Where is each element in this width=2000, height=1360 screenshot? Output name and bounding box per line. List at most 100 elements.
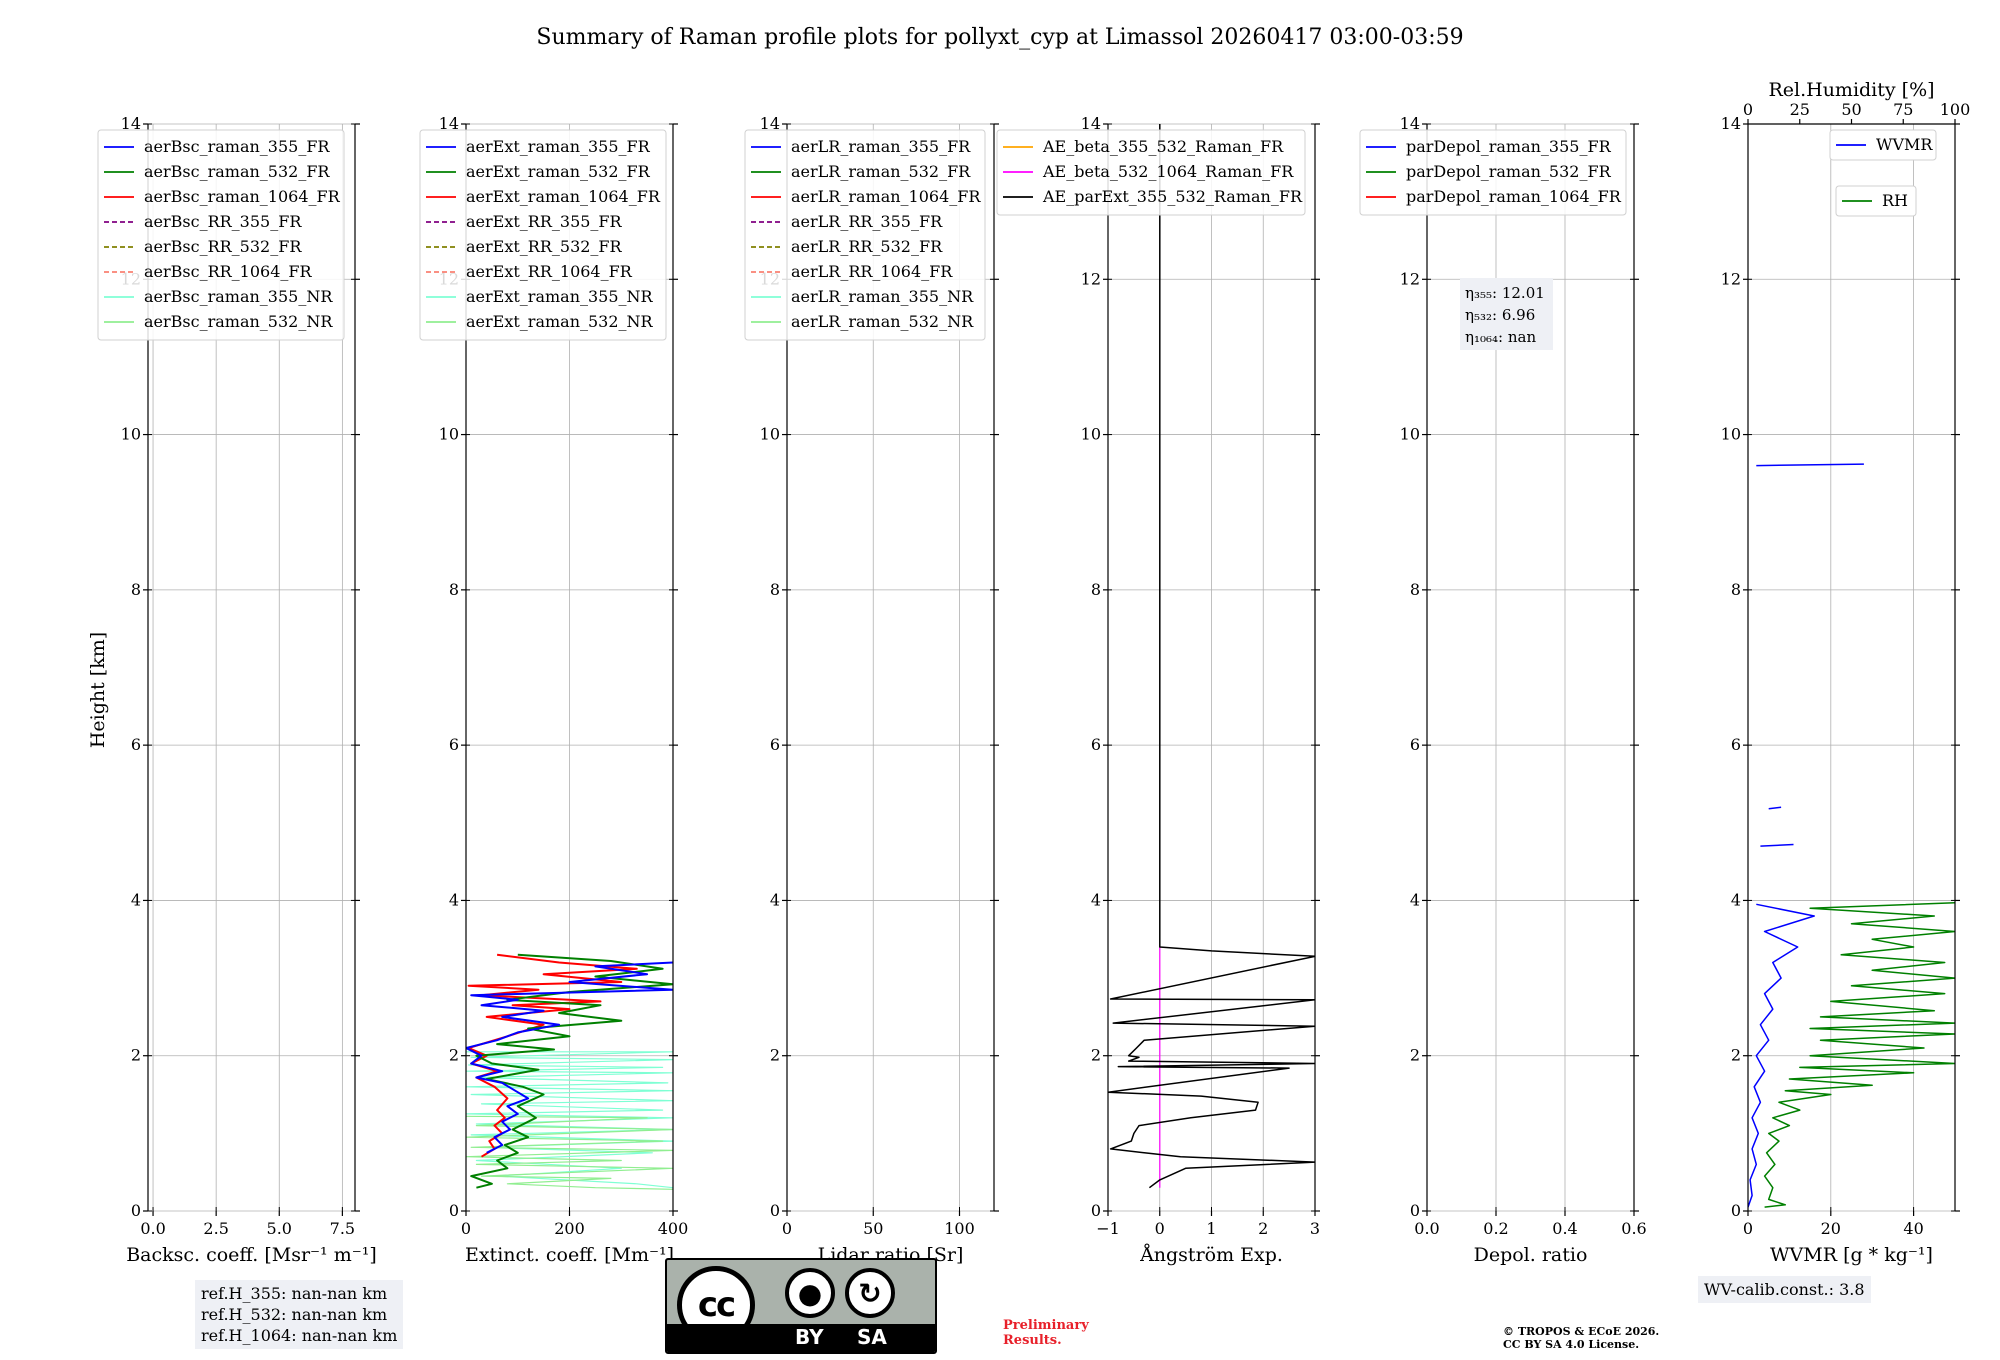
y-tick-label-6: 12 xyxy=(1081,269,1101,288)
cc-label-bar xyxy=(667,1324,935,1352)
y-tick-label-1: 2 xyxy=(1731,1046,1741,1065)
y-tick-label-0: 0 xyxy=(1091,1201,1101,1220)
y-tick-label-5: 10 xyxy=(760,425,780,444)
x-tick-label-0: 0.0 xyxy=(140,1219,165,1238)
legend-label-2: aerBsc_raman_1064_FR xyxy=(144,187,341,206)
y-tick-label-7: 14 xyxy=(1081,114,1101,133)
legend-label-1: RH xyxy=(1882,191,1908,210)
y-tick-label-6: 12 xyxy=(1400,269,1420,288)
x-tick-label-1: 50 xyxy=(863,1219,883,1238)
y-tick-label-0: 0 xyxy=(1410,1201,1420,1220)
eta-text-1: η₅₃₂: 6.96 xyxy=(1465,306,1535,324)
legend-label-2: aerLR_raman_1064_FR xyxy=(791,187,981,206)
x-tick-label-1: 0 xyxy=(1155,1219,1165,1238)
y-tick-label-5: 10 xyxy=(439,425,459,444)
x-tick-label-2: 0.4 xyxy=(1552,1219,1577,1238)
x-tick-label-1: 0.2 xyxy=(1483,1219,1508,1238)
legend-label-4: aerLR_RR_532_FR xyxy=(791,237,943,256)
eta-box xyxy=(1460,278,1553,350)
x-axis-label: Ångström Exp. xyxy=(1139,1244,1283,1266)
y-tick-label-3: 6 xyxy=(1731,735,1741,754)
legend-label-3: aerExt_RR_355_FR xyxy=(466,212,623,231)
ref-height-532: ref.H_532: nan-nan km xyxy=(201,1305,388,1324)
top-tick-label-1: 25 xyxy=(1790,100,1810,119)
legend-label-7: aerExt_raman_532_NR xyxy=(466,312,654,331)
ref-heights-box: ref.H_355: nan-nan km ref.H_532: nan-nan… xyxy=(195,1280,404,1349)
y-tick-label-1: 2 xyxy=(131,1046,141,1065)
legend-label-7: aerBsc_raman_532_NR xyxy=(144,312,333,331)
sa-label: SA xyxy=(857,1325,887,1349)
x-tick-label-2: 400 xyxy=(658,1219,689,1238)
preliminary-line-2: Results. xyxy=(1003,1333,1062,1348)
x-tick-label-1: 2.5 xyxy=(203,1219,228,1238)
x-tick-label-2: 40 xyxy=(1903,1219,1923,1238)
y-tick-label-0: 0 xyxy=(770,1201,780,1220)
legend-label-0: parDepol_raman_355_FR xyxy=(1406,137,1612,156)
sa-share-icon: ↻ xyxy=(845,1268,895,1318)
y-tick-label-4: 8 xyxy=(1091,580,1101,599)
y-axis-label: Height [km] xyxy=(87,632,109,748)
legend-label-3: aerBsc_RR_355_FR xyxy=(144,212,302,231)
series-aerExt_raman_355_FR xyxy=(466,961,673,1154)
y-tick-label-3: 6 xyxy=(131,735,141,754)
y-tick-label-6: 12 xyxy=(1721,269,1741,288)
y-tick-label-2: 4 xyxy=(1410,890,1420,909)
legend-label-0: aerExt_raman_355_FR xyxy=(466,137,651,156)
legend-box-0 xyxy=(1829,129,1937,161)
x-tick-label-0: 0 xyxy=(782,1219,792,1238)
legend-box xyxy=(1359,129,1627,216)
legend-label-5: aerExt_RR_1064_FR xyxy=(466,262,633,281)
legend-box xyxy=(419,129,667,341)
series-group xyxy=(466,953,673,1190)
series-aerExt_raman_355_NR xyxy=(466,1051,673,1189)
series-group xyxy=(1748,463,1955,1208)
wv-calib-text: WV-calib.const.: 3.8 xyxy=(1704,1280,1865,1299)
x-tick-label-0: −1 xyxy=(1096,1219,1120,1238)
wv-calib-box: WV-calib.const.: 3.8 xyxy=(1698,1276,1871,1303)
x-tick-label-4: 3 xyxy=(1310,1219,1320,1238)
x-axis-label: Depol. ratio xyxy=(1474,1244,1588,1266)
series-AE_parExt_355_532_Raman_FR xyxy=(1108,124,1315,1189)
copyright-line-2: CC BY SA 4.0 License. xyxy=(1503,1338,1640,1351)
figure-title: Summary of Raman profile plots for polly… xyxy=(536,25,1463,50)
x-tick-label-0: 0 xyxy=(1743,1219,1753,1238)
y-tick-label-2: 4 xyxy=(1731,890,1741,909)
legend-label-1: aerExt_raman_532_FR xyxy=(466,162,651,181)
y-tick-label-4: 8 xyxy=(770,580,780,599)
y-tick-label-0: 0 xyxy=(449,1201,459,1220)
x-axis-label: Backsc. coeff. [Msr⁻¹ m⁻¹] xyxy=(126,1244,377,1266)
y-tick-label-1: 2 xyxy=(1410,1046,1420,1065)
y-tick-label-1: 2 xyxy=(1091,1046,1101,1065)
y-tick-label-7: 14 xyxy=(121,114,141,133)
y-tick-label-2: 4 xyxy=(1091,890,1101,909)
x-tick-label-3: 0.6 xyxy=(1621,1219,1646,1238)
legend-box xyxy=(996,129,1306,216)
x-tick-label-1: 20 xyxy=(1821,1219,1841,1238)
legend-label-0: WVMR xyxy=(1876,135,1933,154)
copyright-note: © TROPOS & ECoE 2026. CC BY SA 4.0 Licen… xyxy=(1503,1325,1659,1351)
x-tick-label-0: 0.0 xyxy=(1414,1219,1439,1238)
legend-label-3: aerLR_RR_355_FR xyxy=(791,212,943,231)
legend-label-2: parDepol_raman_1064_FR xyxy=(1406,187,1622,206)
y-tick-label-5: 10 xyxy=(121,425,141,444)
legend-box-1 xyxy=(1835,185,1917,217)
y-tick-label-0: 0 xyxy=(1731,1201,1741,1220)
y-tick-label-1: 2 xyxy=(770,1046,780,1065)
preliminary-note: Preliminary Results. xyxy=(1003,1318,1089,1348)
y-tick-label-7: 14 xyxy=(1721,114,1741,133)
legend-label-1: parDepol_raman_532_FR xyxy=(1406,162,1612,181)
top-tick-label-0: 0 xyxy=(1743,100,1753,119)
legend-label-7: aerLR_raman_532_NR xyxy=(791,312,974,331)
x-tick-label-2: 1 xyxy=(1206,1219,1216,1238)
y-tick-label-3: 6 xyxy=(1410,735,1420,754)
top-tick-label-3: 75 xyxy=(1893,100,1913,119)
y-tick-label-4: 8 xyxy=(131,580,141,599)
preliminary-line-1: Preliminary xyxy=(1003,1318,1089,1333)
x-tick-label-2: 100 xyxy=(944,1219,975,1238)
y-tick-label-1: 2 xyxy=(449,1046,459,1065)
eta-text-0: η₃₅₅: 12.01 xyxy=(1465,284,1545,302)
y-tick-label-0: 0 xyxy=(131,1201,141,1220)
legend-label-1: aerLR_raman_532_FR xyxy=(791,162,971,181)
